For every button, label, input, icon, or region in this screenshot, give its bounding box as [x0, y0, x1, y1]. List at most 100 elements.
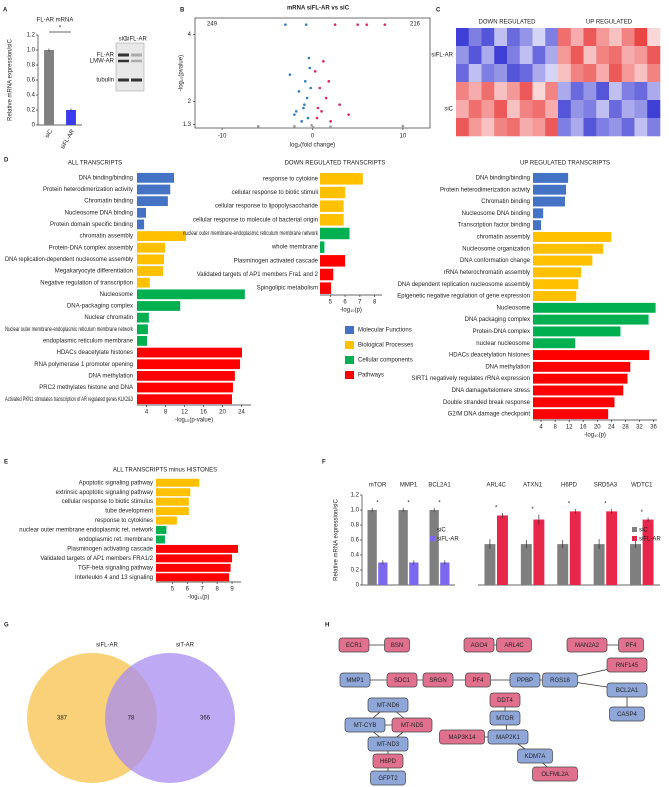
heat-cell: [596, 46, 610, 65]
node: [487, 729, 529, 745]
point: [306, 116, 310, 120]
heat-cell: [545, 46, 559, 65]
node-label: ARL4C: [504, 643, 524, 649]
significance: *: [641, 510, 644, 516]
category-label: DNA binding/binding: [476, 175, 530, 181]
column-group-label: DOWN REGULATED: [479, 20, 537, 26]
category-label: nuclear outer membrane-endoplasmic retic…: [183, 231, 319, 237]
bar: [156, 544, 239, 553]
x-tick-label: 8: [215, 587, 219, 593]
bar: [156, 507, 189, 516]
bar: [137, 312, 149, 323]
lane-label: siC: [119, 37, 128, 43]
category-label: RNA polymerase 1 promoter opening: [34, 362, 133, 368]
heat-cell: [583, 28, 597, 47]
node: [566, 637, 608, 653]
heat-cell: [634, 64, 648, 83]
significance: *: [531, 507, 534, 513]
bar: [533, 397, 615, 408]
node-label: CASP4: [617, 712, 637, 718]
category-label: Activated PKN1 stimulates transcription …: [5, 397, 133, 403]
chart-title: UP REGULATED TRANSCRIPTS: [520, 161, 610, 167]
point: [293, 125, 296, 128]
x-tick-label: 0: [311, 134, 315, 140]
category-label: Spingolipic metabolism: [257, 286, 318, 292]
point: [300, 120, 303, 123]
bar: [320, 241, 325, 253]
chart-title: ALL TRANSCRIPTS minus HISTONES: [113, 468, 217, 474]
x-axis-label: -log₁₀(p): [584, 433, 606, 439]
bar: [137, 172, 175, 183]
point: [338, 103, 341, 106]
heat-cell: [583, 118, 597, 137]
y-axis-label: Relative mRNA expression/siC: [334, 498, 340, 580]
blot-band: [131, 53, 142, 57]
node: [517, 748, 553, 764]
point: [302, 106, 305, 110]
bar: [409, 562, 419, 585]
x-tick-label: -10: [218, 134, 227, 140]
category-label: DNA methylation: [88, 373, 133, 379]
node-label: OLFML2A: [541, 772, 568, 778]
category-label: WDTC1: [631, 483, 653, 489]
x-tick-label: 24: [238, 410, 245, 416]
legend-swatch: [430, 527, 435, 532]
row-group-label: siFL-AR: [431, 53, 453, 59]
category-label: DNA damage/telomere stress: [452, 388, 530, 394]
heat-cell: [634, 46, 648, 65]
category-label: cellular response to biotic stimuli: [232, 190, 318, 196]
node: [370, 770, 406, 786]
point: [312, 126, 315, 129]
bar: [533, 231, 612, 242]
heat-cell: [481, 46, 495, 65]
node: [386, 672, 418, 688]
heat-cell: [621, 46, 635, 65]
bar: [533, 243, 604, 254]
heat-cell: [609, 64, 623, 83]
category-label: Nuclear outer membrane-endoplasmic retic…: [5, 327, 134, 333]
significance: *: [59, 26, 62, 32]
category-label: Apoptotic signaling pathway: [79, 480, 153, 486]
node: [606, 682, 648, 698]
category-label: response to cytokine: [263, 176, 319, 182]
heat-cell: [468, 46, 482, 65]
heat-cell: [507, 28, 521, 47]
x-tick-label: 12: [566, 425, 573, 431]
bar: [137, 289, 245, 300]
point: [401, 124, 405, 128]
bar: [156, 526, 167, 534]
x-tick-label: 16: [580, 425, 587, 431]
band-label: FL-AR: [97, 53, 115, 59]
blot-band: [118, 53, 129, 57]
panel-label: F: [322, 460, 326, 466]
heat-cell: [519, 64, 533, 83]
bar: [484, 544, 496, 585]
bar: [520, 544, 532, 585]
bar: [137, 277, 150, 288]
node-label: KDM7A: [525, 754, 546, 760]
venn-count: 366: [200, 716, 211, 722]
category-label: Nucleosome: [100, 292, 134, 298]
x-axis-label: -log₁₀(p-value): [175, 418, 213, 424]
bar: [137, 370, 235, 381]
node: [367, 697, 409, 713]
legend-label: Cellular components: [358, 358, 413, 364]
point: [304, 23, 308, 26]
category-label: Nuclear chromatin: [84, 315, 133, 321]
heat-cell: [558, 118, 572, 137]
heat-cell: [558, 64, 572, 83]
node-label: H6PD: [380, 759, 397, 765]
node: [496, 637, 532, 653]
category-label: SRD5A3: [594, 483, 618, 489]
x-tick-label: 6: [186, 587, 190, 593]
heat-cell: [468, 118, 482, 137]
bar: [44, 50, 54, 125]
blot-band: [118, 59, 129, 63]
x-tick-label: 12: [181, 410, 188, 416]
category-label: H6PD: [561, 483, 578, 489]
node: [609, 706, 645, 722]
category-label: nuclear outer membrane endoplasmic ret. …: [19, 528, 154, 534]
bar: [137, 242, 166, 253]
point: [320, 110, 323, 113]
heat-cell: [621, 28, 635, 47]
